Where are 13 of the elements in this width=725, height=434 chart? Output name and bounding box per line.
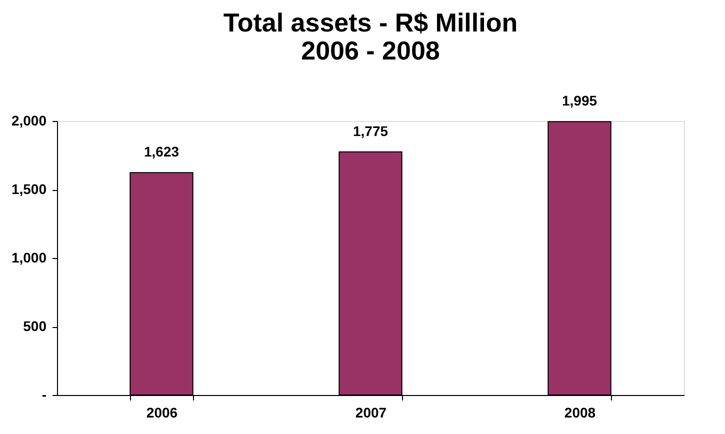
data-label: 1,775 — [352, 122, 388, 139]
data-label: 1,995 — [562, 92, 598, 109]
x-tick-label: 2007 — [355, 404, 387, 420]
y-tick-label: 1,000 — [11, 250, 47, 266]
text: Total assets - R$ Million — [223, 8, 518, 38]
data-label: 1,623 — [144, 144, 180, 160]
x-tick-label: 2006 — [146, 404, 178, 420]
y-tick-label: 500 — [23, 318, 47, 334]
y-tick-label: - — [42, 386, 47, 402]
x-tick-label: 2008 — [564, 404, 596, 420]
y-tick-label: 1,500 — [11, 181, 47, 197]
y-tick-label: 2,000 — [11, 112, 47, 128]
text: 2006 - 2008 — [301, 36, 440, 66]
